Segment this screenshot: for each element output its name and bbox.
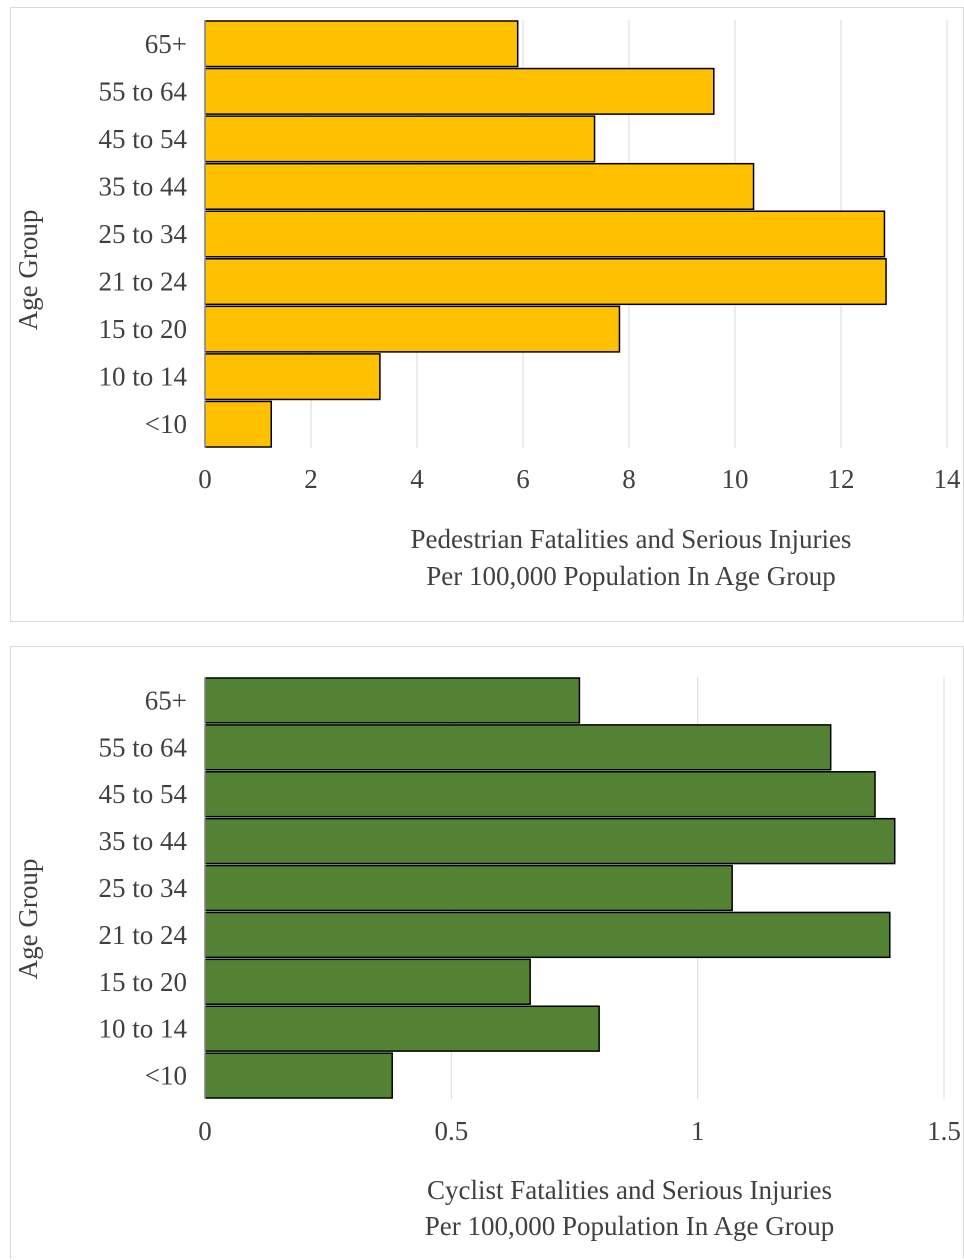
pedestrian-bar (204, 400, 272, 448)
cyclist-category-label: 55 to 64 (98, 732, 187, 762)
cyclist-bar (204, 958, 531, 1005)
pedestrian-x-tick-label: 4 (410, 464, 424, 494)
pedestrian-chart-panel: 65+ 55 to 64 45 to 54 35 to 44 25 to 34 21 to… (10, 7, 964, 622)
pedestrian-x-tick-label: 2 (304, 464, 318, 494)
cyclist-x-tick-label: 1.5 (927, 1116, 961, 1146)
cyclist-x-tick-label: 1 (691, 1116, 705, 1146)
pedestrian-x-tick-label: 10 (722, 464, 749, 494)
cyclist-category-label: 45 to 54 (98, 779, 187, 809)
cyclist-bar (204, 911, 891, 959)
pedestrian-category-label: 45 to 54 (98, 124, 187, 154)
cyclist-chart-panel: 65+ 55 to 64 45 to 54 35 to 44 25 to 34 21 to… (10, 646, 964, 1259)
pedestrian-x-tick-label: 6 (516, 464, 530, 494)
pedestrian-category-label: 35 to 44 (98, 171, 187, 201)
pedestrian-y-axis-title: Age Group (13, 210, 43, 331)
pedestrian-category-label: 15 to 20 (98, 314, 187, 344)
cyclist-category-label: 25 to 34 (98, 873, 187, 903)
cyclist-y-axis-title: Age Group (13, 859, 43, 980)
cyclist-x-tick-label: 0.5 (434, 1116, 468, 1146)
pedestrian-category-label: 10 to 14 (98, 362, 187, 392)
pedestrian-bar (204, 210, 886, 258)
cyclist-category-label: <10 (145, 1061, 187, 1091)
cyclist-category-label: 21 to 24 (98, 920, 187, 950)
pedestrian-x-axis-title: Per 100,000 Population In Age Group (426, 561, 835, 591)
pedestrian-bar (204, 258, 887, 306)
pedestrian-bar (204, 305, 621, 353)
cyclist-category-label: 35 to 44 (98, 826, 187, 856)
cyclist-bar (204, 864, 733, 912)
pedestrian-x-axis-title: Pedestrian Fatalities and Serious Injuri… (411, 524, 852, 554)
pedestrian-category-label: <10 (145, 409, 187, 439)
cyclist-x-axis-title: Cyclist Fatalities and Serious Injuries (427, 1175, 832, 1205)
cyclist-bar (204, 817, 896, 865)
pedestrian-category-label: 65+ (145, 29, 187, 59)
pedestrian-bar (204, 353, 381, 401)
cyclist-category-label: 15 to 20 (98, 967, 187, 997)
cyclist-bar (204, 771, 876, 818)
cyclist-category-label: 10 to 14 (98, 1014, 187, 1044)
cyclist-bar (204, 677, 581, 724)
cyclist-x-tick-label: 0 (198, 1116, 212, 1146)
pedestrian-category-label: 25 to 34 (98, 219, 187, 249)
cyclist-bar (204, 1052, 393, 1099)
pedestrian-bar (204, 162, 755, 210)
cyclist-bar (204, 724, 832, 771)
pedestrian-x-tick-label: 12 (828, 464, 855, 494)
cyclist-chart: 65+ 55 to 64 45 to 54 35 to 44 25 to 34 21 to… (13, 677, 961, 1241)
cyclist-category-label: 65+ (145, 685, 187, 715)
cyclist-x-axis-title: Per 100,000 Population In Age Group (425, 1211, 834, 1241)
pedestrian-x-tick-label: 8 (622, 464, 636, 494)
pedestrian-category-label: 55 to 64 (98, 76, 187, 106)
pedestrian-category-label: 21 to 24 (98, 267, 187, 297)
pedestrian-bar (204, 20, 519, 68)
cyclist-bar (204, 1005, 600, 1052)
pedestrian-bar (204, 67, 715, 115)
pedestrian-x-tick-label: 0 (198, 464, 212, 494)
pedestrian-chart: 65+ 55 to 64 45 to 54 35 to 44 25 to 34 21 to… (13, 20, 962, 591)
pedestrian-bar (204, 115, 596, 163)
pedestrian-x-tick-label: 14 (934, 464, 962, 494)
